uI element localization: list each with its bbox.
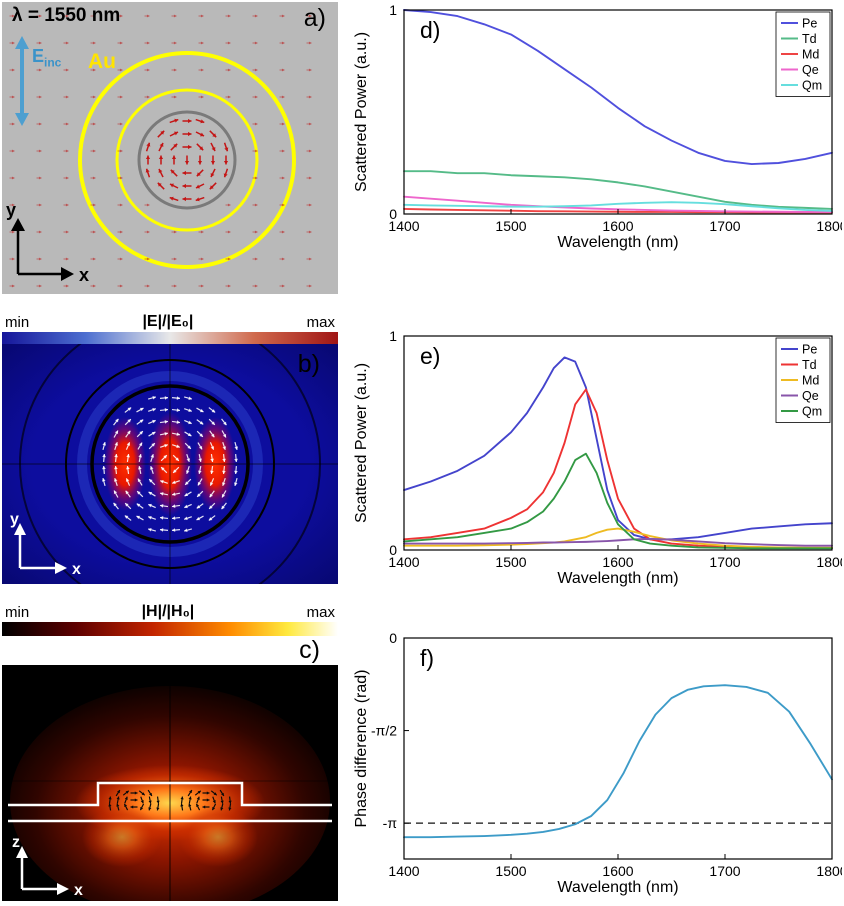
panel-c-label-row: c): [2, 636, 338, 664]
svg-text:1600: 1600: [602, 218, 633, 234]
outer-gold-ring: [78, 51, 296, 269]
svg-text:0: 0: [389, 206, 397, 222]
svg-text:Scattered Power (a.u.): Scattered Power (a.u.): [353, 32, 370, 192]
figure-panel-a: x y λ = 1550 nm a) Au Einc: [2, 2, 338, 294]
svg-text:f): f): [420, 645, 434, 671]
panel-c-label: c): [299, 636, 320, 664]
panel-b-label: b): [297, 350, 320, 378]
incident-field-arrow: [15, 36, 29, 126]
svg-text:Md: Md: [802, 374, 819, 388]
svg-text:Td: Td: [802, 358, 817, 372]
svg-text:e): e): [420, 343, 440, 369]
h-colorbar-max: max: [306, 603, 335, 621]
svg-text:1500: 1500: [495, 554, 526, 570]
figure-panel-b: min |E|/|E₀| max b): [2, 312, 338, 615]
incident-field-symbol: E: [32, 46, 45, 66]
svg-text:-π/2: -π/2: [371, 723, 397, 739]
svg-text:d): d): [420, 17, 440, 43]
svg-text:Wavelength (nm): Wavelength (nm): [557, 879, 678, 896]
axis-z-label: z: [12, 834, 20, 851]
axis-x-label: x: [74, 882, 83, 899]
xy-axes-white: x y: [10, 511, 81, 578]
svg-text:1400: 1400: [388, 863, 419, 879]
svg-text:1400: 1400: [388, 218, 419, 234]
axis-y-label: y: [10, 511, 19, 528]
svg-text:Wavelength (nm): Wavelength (nm): [557, 234, 678, 251]
e-field-canvas: x y: [2, 313, 338, 615]
figure-panel-c: min |H|/|H₀| max c): [2, 602, 338, 906]
dielectric-circle: [137, 110, 237, 210]
svg-text:Md: Md: [802, 48, 819, 62]
svg-text:Qe: Qe: [802, 63, 819, 77]
h-field-canvas: x z: [2, 665, 338, 906]
e-colorbar-max: max: [306, 313, 335, 331]
structure-outline-top: [8, 781, 332, 807]
axis-x-label: x: [79, 265, 89, 285]
h-colorbar-min: min: [5, 603, 30, 621]
e-colorbar-gradient: [2, 332, 338, 344]
xy-axes: x y: [6, 200, 89, 285]
svg-text:1600: 1600: [602, 863, 633, 879]
axis-x-label: x: [72, 561, 81, 578]
panel-a-label: a): [303, 4, 326, 32]
wavelength-annotation: λ = 1550 nm: [12, 5, 121, 26]
svg-text:Td: Td: [802, 32, 817, 46]
h-colorbar-labels: min |H|/|H₀| max: [2, 602, 338, 622]
svg-text:Pe: Pe: [802, 17, 817, 31]
xz-axes-white: x z: [12, 834, 83, 899]
svg-text:Qe: Qe: [802, 389, 819, 403]
e-colorbar-title: |E|/|E₀|: [142, 313, 194, 330]
svg-text:1500: 1500: [495, 218, 526, 234]
gold-material-label: Au: [88, 50, 116, 73]
schematic-canvas: x y: [6, 14, 312, 288]
svg-text:1700: 1700: [709, 554, 740, 570]
svg-text:Scattered Power (a.u.): Scattered Power (a.u.): [353, 363, 370, 523]
svg-text:1: 1: [389, 328, 397, 344]
svg-text:Qm: Qm: [802, 79, 822, 93]
svg-text:Phase difference (rad): Phase difference (rad): [353, 669, 370, 827]
svg-text:-π: -π: [383, 815, 398, 831]
svg-text:Qm: Qm: [802, 405, 822, 419]
svg-text:1500: 1500: [495, 863, 526, 879]
svg-text:0: 0: [389, 630, 397, 646]
e-colorbar-min: min: [5, 313, 30, 331]
h-colorbar-gradient: [2, 622, 338, 636]
svg-text:1700: 1700: [709, 863, 740, 879]
svg-text:Wavelength (nm): Wavelength (nm): [557, 570, 678, 587]
svg-text:1: 1: [389, 2, 397, 18]
svg-text:1700: 1700: [709, 218, 740, 234]
svg-text:1400: 1400: [388, 554, 419, 570]
svg-text:0: 0: [389, 542, 397, 558]
h-colorbar-title: |H|/|H₀|: [141, 603, 195, 620]
svg-text:1600: 1600: [602, 554, 633, 570]
axis-y-label: y: [6, 200, 16, 220]
incident-field-label: Einc: [32, 46, 61, 70]
incident-field-subscript: inc: [44, 55, 62, 70]
e-colorbar-labels: min |E|/|E₀| max: [2, 312, 338, 332]
svg-text:Pe: Pe: [802, 343, 817, 357]
h-glow-right: [178, 807, 258, 867]
inner-gold-ring: [115, 88, 259, 232]
h-glow-left: [82, 807, 162, 867]
